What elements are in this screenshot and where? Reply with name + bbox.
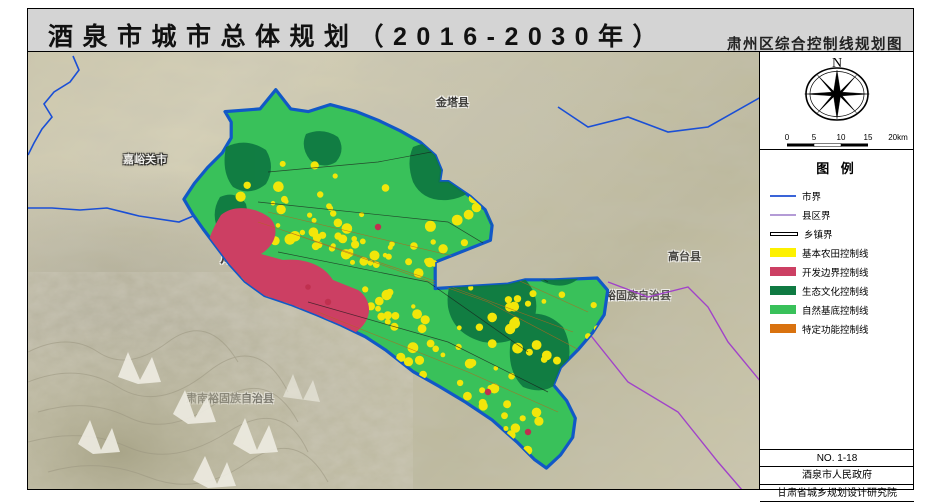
svg-text:20km: 20km bbox=[888, 133, 908, 142]
svg-text:10: 10 bbox=[837, 133, 846, 142]
svg-text:5: 5 bbox=[812, 133, 817, 142]
svg-text:15: 15 bbox=[864, 133, 873, 142]
svg-text:0: 0 bbox=[785, 133, 790, 142]
